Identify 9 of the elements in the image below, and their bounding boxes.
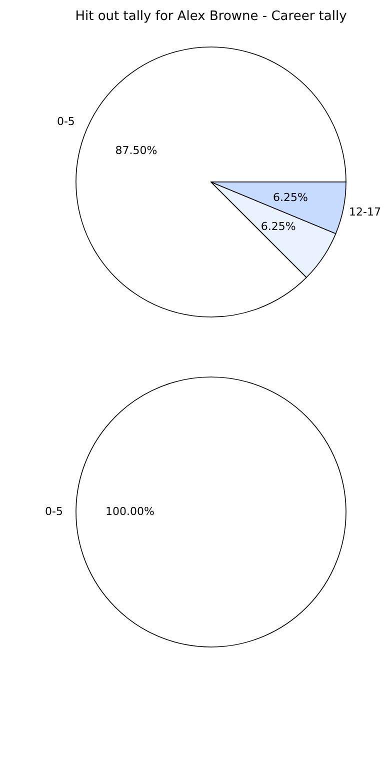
chart-title: Hit out tally for Alex Browne - Career tally <box>75 9 348 24</box>
data-label: 100.00% <box>106 505 154 518</box>
pie-slice <box>76 46 346 318</box>
data-label: 87.50% <box>115 144 158 158</box>
slice-label: 0-5 <box>45 505 63 518</box>
slice-label: 12-17 <box>349 206 381 219</box>
slice-label: 0-5 <box>56 114 75 128</box>
data-label: 6.25% <box>272 190 308 204</box>
data-label: 6.25% <box>260 220 296 233</box>
